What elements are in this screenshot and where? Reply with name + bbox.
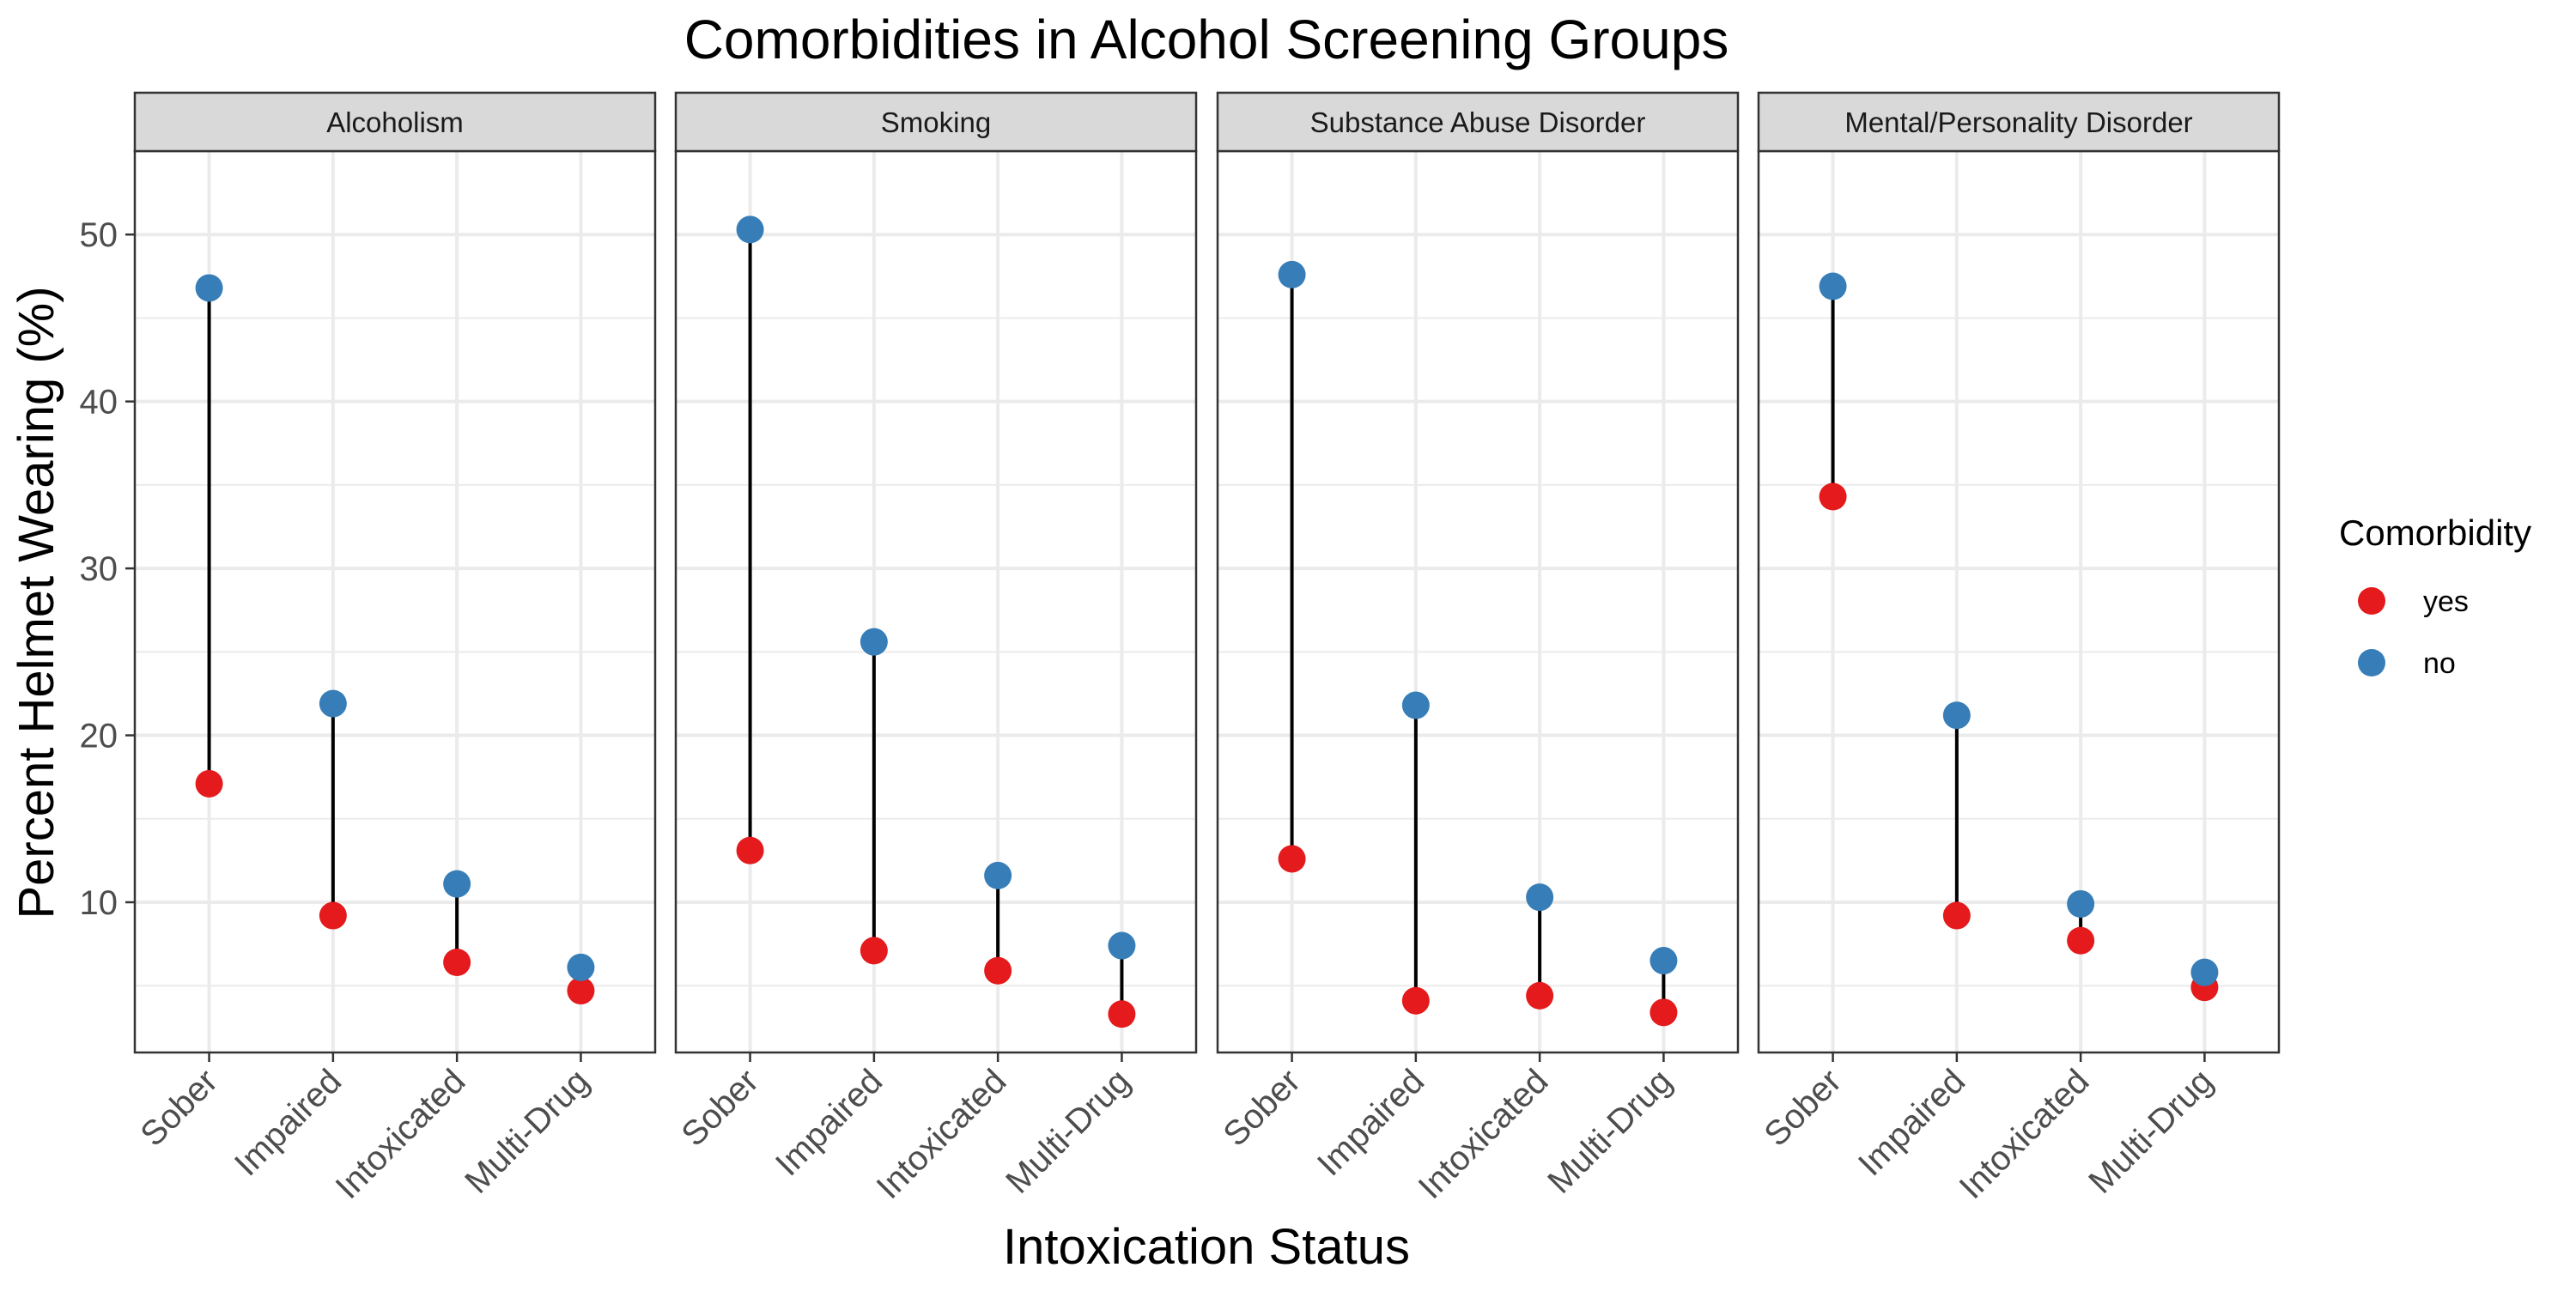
data-point-yes [2067, 926, 2095, 955]
y-tick-label: 50 [80, 216, 118, 254]
x-tick-label: Multi-Drug [458, 1062, 597, 1201]
x-tick-label: Impaired [228, 1062, 349, 1183]
data-point-yes [984, 956, 1012, 985]
x-tick-label: Impaired [1310, 1062, 1431, 1183]
x-tick-label: Intoxicated [329, 1062, 473, 1206]
x-tick-label: Sober [1757, 1062, 1849, 1154]
legend-label: yes [2423, 585, 2469, 618]
data-point-no [1526, 883, 1554, 912]
x-tick-label: Multi-Drug [999, 1062, 1138, 1201]
data-point-no [1278, 260, 1306, 288]
data-point-yes [1278, 845, 1306, 873]
y-tick-label: 10 [80, 884, 118, 922]
legend-key-yes [2358, 587, 2385, 615]
data-point-yes [1942, 901, 1971, 930]
facet-strip-label: Smoking [881, 106, 991, 138]
y-tick-label: 30 [80, 550, 118, 588]
x-tick-label: Sober [674, 1062, 766, 1154]
x-tick-label: Impaired [769, 1062, 890, 1183]
legend-title: Comorbidity [2339, 513, 2531, 553]
x-axis-title: Intoxication Status [1003, 1219, 1410, 1275]
data-point-yes [1649, 998, 1678, 1027]
data-point-no [1401, 691, 1430, 719]
x-tick-label: Multi-Drug [2081, 1062, 2221, 1201]
data-point-no [1942, 701, 1971, 730]
data-point-no [319, 689, 347, 718]
facet-panel-3: Substance Abuse Disorder Sober ImpairedInt… [1216, 91, 1740, 1206]
legend-key-no [2358, 649, 2385, 676]
legend-item-no: no [2358, 647, 2456, 680]
y-tick-label: 40 [80, 384, 118, 422]
facet-strip-label: Mental/Personality Disorder [1844, 106, 2192, 138]
data-point-no [1649, 947, 1678, 975]
x-tick-label: Sober [1216, 1062, 1308, 1154]
data-point-no [567, 953, 595, 981]
data-point-yes [1526, 981, 1554, 1010]
facet-panel-2: Smoking Sober ImpairedIntoxicatedMulti-Dru… [674, 91, 1198, 1206]
facet-strip [1757, 91, 2281, 153]
data-point-no [2190, 958, 2219, 986]
data-point-yes [567, 977, 595, 1005]
data-point-no [195, 274, 223, 302]
facet-strip-label: Substance Abuse Disorder [1310, 106, 1646, 138]
y-axis-title: Percent Helmet Wearing (%) [9, 286, 64, 919]
data-point-yes [319, 901, 347, 930]
facet-panel-1: Alcoholism Sober ImpairedIntoxicatedMulti-… [80, 91, 657, 1206]
legend-items: yes no [2358, 585, 2469, 680]
facet-strip [674, 91, 1198, 153]
x-tick-label: Multi-Drug [1540, 1062, 1680, 1201]
x-tick-label: Intoxicated [870, 1062, 1014, 1206]
x-tick-label: Impaired [1851, 1062, 1972, 1183]
facet-strip [133, 91, 657, 153]
y-tick-label: 20 [80, 718, 118, 755]
data-point-yes [1819, 482, 1847, 511]
data-point-no [2067, 889, 2095, 918]
x-tick-label: Sober [133, 1062, 225, 1154]
legend-label: no [2423, 647, 2456, 680]
chart-title: Comorbidities in Alcohol Screening Group… [684, 9, 1729, 70]
data-point-no [443, 870, 471, 898]
panel-background [676, 151, 1196, 1052]
data-point-yes [860, 937, 888, 965]
data-point-yes [443, 949, 471, 976]
data-point-yes [1401, 986, 1430, 1015]
data-point-no [984, 861, 1012, 889]
facet-panel-4: Mental/Personality Disorder Sober Impaired… [1757, 91, 2281, 1206]
legend: Comorbidity yes no [2339, 513, 2531, 680]
data-point-no [736, 215, 764, 244]
data-point-no [860, 628, 888, 656]
x-tick-label: Intoxicated [1412, 1062, 1556, 1206]
data-point-no [1819, 272, 1847, 300]
data-point-no [1108, 931, 1136, 960]
x-tick-label: Intoxicated [1953, 1062, 2097, 1206]
facet-strip-label: Alcoholism [326, 106, 464, 138]
facet-strip [1216, 91, 1740, 153]
legend-item-yes: yes [2358, 585, 2469, 618]
data-point-yes [195, 769, 223, 798]
data-point-yes [736, 836, 764, 864]
data-point-yes [1108, 1000, 1136, 1028]
